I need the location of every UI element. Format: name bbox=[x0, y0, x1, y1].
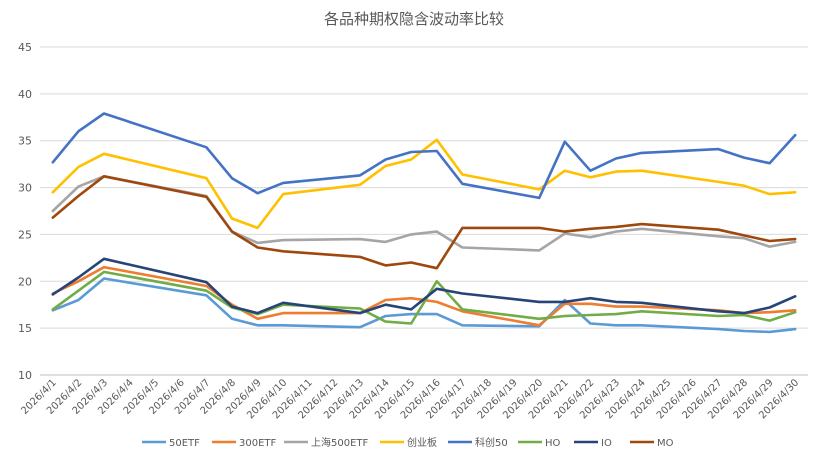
legend-label: HO bbox=[545, 438, 561, 449]
legend-label: 上海500ETF bbox=[311, 436, 369, 449]
legend-label: MO bbox=[657, 438, 674, 449]
series-line-6 bbox=[51, 257, 797, 315]
legend-item: 300ETF bbox=[212, 438, 277, 449]
legend-label: 科创50 bbox=[475, 436, 508, 449]
series-line-5 bbox=[51, 270, 797, 325]
legend-label: IO bbox=[601, 438, 612, 449]
legend: 50ETF 300ETF 上海500ETF 创业板 科创50 HO IO MO bbox=[142, 436, 674, 449]
series-line-1 bbox=[51, 265, 797, 327]
y-tick-label: 30 bbox=[18, 182, 32, 195]
y-tick-label: 40 bbox=[18, 88, 32, 101]
legend-label: 300ETF bbox=[239, 438, 277, 449]
legend-item: IO bbox=[574, 438, 612, 449]
series-lines bbox=[51, 112, 797, 334]
legend-item: 科创50 bbox=[448, 436, 508, 449]
series-line-7 bbox=[51, 175, 797, 270]
series-line-0 bbox=[51, 277, 797, 334]
y-tick-label: 15 bbox=[18, 322, 32, 335]
series-line-4 bbox=[51, 112, 797, 200]
y-tick-label: 45 bbox=[18, 41, 32, 54]
legend-label: 50ETF bbox=[169, 438, 200, 449]
chart-title: 各品种期权隐含波动率比较 bbox=[324, 10, 504, 28]
legend-item: 上海500ETF bbox=[284, 436, 369, 449]
legend-item: 50ETF bbox=[142, 438, 200, 449]
legend-item: 创业板 bbox=[380, 436, 437, 449]
legend-label: 创业板 bbox=[407, 436, 437, 449]
y-axis-ticks: 10 15 20 25 30 35 40 45 bbox=[18, 41, 32, 382]
series-line-3 bbox=[51, 138, 797, 230]
y-tick-label: 35 bbox=[18, 135, 32, 148]
y-tick-label: 20 bbox=[18, 275, 32, 288]
legend-item: HO bbox=[518, 438, 561, 449]
gridlines bbox=[40, 46, 808, 376]
x-axis-ticks: 2026/4/12026/4/22026/4/32026/4/42026/4/5… bbox=[19, 377, 801, 421]
legend-item: MO bbox=[630, 438, 674, 449]
y-tick-label: 10 bbox=[18, 369, 32, 382]
y-tick-label: 25 bbox=[18, 228, 32, 241]
